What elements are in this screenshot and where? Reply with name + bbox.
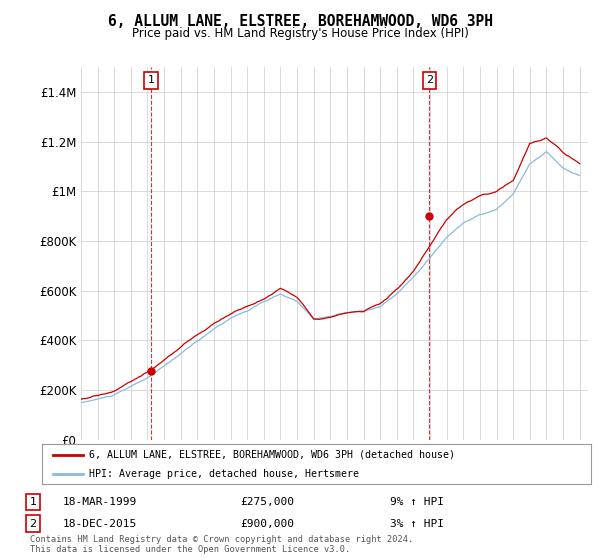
Text: 6, ALLUM LANE, ELSTREE, BOREHAMWOOD, WD6 3PH (detached house): 6, ALLUM LANE, ELSTREE, BOREHAMWOOD, WD6… <box>89 450 455 460</box>
Text: This data is licensed under the Open Government Licence v3.0.: This data is licensed under the Open Gov… <box>30 545 350 554</box>
Text: 1: 1 <box>29 497 37 507</box>
Text: 9% ↑ HPI: 9% ↑ HPI <box>390 497 444 507</box>
Text: 1: 1 <box>148 75 154 85</box>
Text: HPI: Average price, detached house, Hertsmere: HPI: Average price, detached house, Hert… <box>89 469 359 478</box>
Text: Contains HM Land Registry data © Crown copyright and database right 2024.: Contains HM Land Registry data © Crown c… <box>30 535 413 544</box>
Text: 3% ↑ HPI: 3% ↑ HPI <box>390 519 444 529</box>
Text: 2: 2 <box>426 75 433 85</box>
Text: 18-DEC-2015: 18-DEC-2015 <box>63 519 137 529</box>
Text: 6, ALLUM LANE, ELSTREE, BOREHAMWOOD, WD6 3PH: 6, ALLUM LANE, ELSTREE, BOREHAMWOOD, WD6… <box>107 14 493 29</box>
Text: 2: 2 <box>29 519 37 529</box>
Text: 18-MAR-1999: 18-MAR-1999 <box>63 497 137 507</box>
Text: £900,000: £900,000 <box>240 519 294 529</box>
Text: Price paid vs. HM Land Registry's House Price Index (HPI): Price paid vs. HM Land Registry's House … <box>131 27 469 40</box>
Text: £275,000: £275,000 <box>240 497 294 507</box>
